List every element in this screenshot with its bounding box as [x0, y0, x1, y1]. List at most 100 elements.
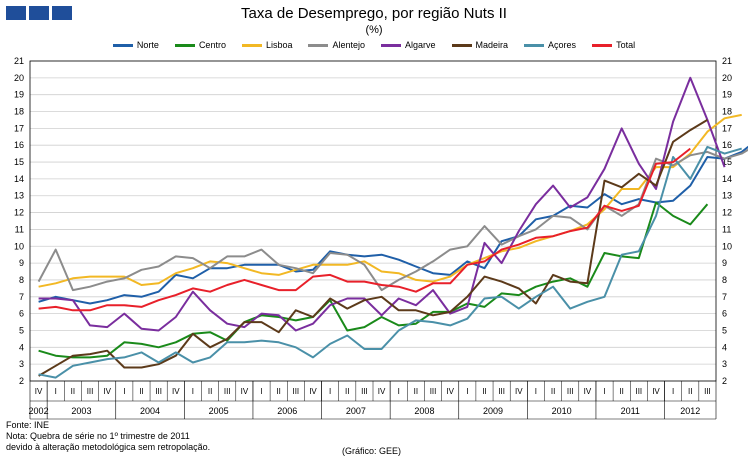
- y-tick-label-left: 17: [14, 123, 24, 133]
- legend-swatch: [381, 43, 402, 47]
- logo-block: [29, 6, 49, 20]
- x-tick-label-quarter: IV: [103, 387, 111, 396]
- x-tick-label-quarter: IV: [584, 387, 592, 396]
- y-tick-label-right: 15: [722, 157, 732, 167]
- legend-item: Açores: [524, 40, 576, 50]
- x-tick-label-year: 2012: [680, 406, 700, 416]
- y-tick-label-right: 6: [722, 309, 727, 319]
- legend-label: Total: [616, 40, 636, 50]
- x-tick-label-quarter: III: [635, 387, 642, 396]
- x-tick-label-quarter: I: [123, 387, 125, 396]
- x-tick-label-quarter: I: [603, 387, 605, 396]
- x-tick-label-quarter: III: [361, 387, 368, 396]
- x-tick-label-quarter: IV: [515, 387, 523, 396]
- legend-item: Centro: [174, 40, 226, 50]
- y-tick-label-left: 13: [14, 191, 24, 201]
- x-tick-label-quarter: II: [208, 387, 212, 396]
- x-tick-label-quarter: II: [619, 387, 623, 396]
- x-tick-label-year: 2002: [29, 406, 49, 416]
- y-tick-label-right: 18: [722, 107, 732, 117]
- x-tick-label-quarter: II: [688, 387, 692, 396]
- y-tick-label-right: 7: [722, 292, 727, 302]
- legend-item: Alentejo: [308, 40, 365, 50]
- x-tick-label-year: 2006: [277, 406, 297, 416]
- x-tick-label-quarter: I: [466, 387, 468, 396]
- y-tick-label-left: 15: [14, 157, 24, 167]
- legend-item: Norte: [112, 40, 159, 50]
- series-line-açores: [38, 145, 742, 379]
- logo-block: [6, 6, 26, 20]
- y-tick-label-right: 21: [722, 56, 732, 66]
- chart-legend: Norte Centro Lisboa Alentejo Algarve Madeira A…: [0, 40, 748, 50]
- y-tick-label-right: 13: [722, 191, 732, 201]
- x-tick-label-quarter: I: [398, 387, 400, 396]
- footer-credit: (Gráfico: GEE): [342, 446, 402, 456]
- footer-source: Fonte: INE: [6, 420, 50, 430]
- x-tick-label-year: 2011: [621, 406, 640, 416]
- y-tick-label-left: 19: [14, 90, 24, 100]
- y-tick-label-left: 20: [14, 73, 24, 83]
- x-tick-label-year: 2003: [71, 406, 91, 416]
- x-tick-label-quarter: I: [55, 387, 57, 396]
- x-tick-label-year: 2009: [483, 406, 503, 416]
- x-tick-label-quarter: III: [567, 387, 574, 396]
- x-tick-label-quarter: I: [535, 387, 537, 396]
- legend-label: Lisboa: [265, 40, 293, 50]
- legend-item: Total: [592, 40, 635, 50]
- x-tick-label-quarter: II: [71, 387, 75, 396]
- legend-label: Algarve: [405, 40, 436, 50]
- x-tick-label-year: 2004: [140, 406, 160, 416]
- x-tick-label-quarter: III: [224, 387, 231, 396]
- y-tick-label-right: 2: [722, 376, 727, 386]
- legend-swatch: [592, 43, 613, 47]
- x-tick-label-quarter: IV: [309, 387, 317, 396]
- x-tick-label-quarter: IV: [35, 387, 43, 396]
- y-tick-label-right: 8: [722, 275, 727, 285]
- series-line-algarve: [38, 76, 726, 332]
- x-tick-label-quarter: III: [704, 387, 711, 396]
- series-line-madeira: [38, 119, 708, 377]
- y-tick-label-left: 7: [19, 292, 24, 302]
- x-tick-label-quarter: IV: [241, 387, 249, 396]
- y-tick-label-right: 16: [722, 140, 732, 150]
- y-tick-label-right: 5: [722, 325, 727, 335]
- x-tick-label-quarter: III: [430, 387, 437, 396]
- x-tick-label-quarter: III: [292, 387, 299, 396]
- brand-logo: [6, 6, 72, 20]
- chart-subtitle: (%): [365, 24, 383, 36]
- y-tick-label-right: 12: [722, 208, 732, 218]
- x-tick-label-quarter: II: [482, 387, 486, 396]
- y-tick-label-left: 3: [19, 359, 24, 369]
- y-tick-label-left: 18: [14, 107, 24, 117]
- series-line-lisboa: [38, 113, 742, 288]
- legend-label: Alentejo: [332, 40, 366, 50]
- x-tick-label-year: 2005: [209, 406, 229, 416]
- legend-swatch: [451, 43, 472, 47]
- legend-swatch: [241, 43, 262, 47]
- x-tick-label-quarter: I: [329, 387, 331, 396]
- legend-swatch: [174, 43, 195, 47]
- y-tick-label-left: 6: [19, 309, 24, 319]
- y-tick-label-left: 4: [19, 342, 24, 352]
- legend-item: Madeira: [451, 40, 509, 50]
- y-tick-label-left: 2: [19, 376, 24, 386]
- legend-label: Madeira: [475, 40, 509, 50]
- y-tick-label-right: 19: [722, 90, 732, 100]
- y-tick-label-right: 10: [722, 241, 732, 251]
- y-tick-label-right: 4: [722, 342, 727, 352]
- chart-title: Taxa de Desemprego, por região Nuts II: [241, 5, 507, 22]
- x-tick-label-quarter: IV: [446, 387, 454, 396]
- x-tick-label-quarter: II: [345, 387, 349, 396]
- legend-item: Lisboa: [241, 40, 293, 50]
- footer-note-2: devido à alteração metodológica sem retr…: [6, 442, 211, 452]
- legend-label: Norte: [136, 40, 159, 50]
- x-tick-label-quarter: I: [672, 387, 674, 396]
- x-tick-label-quarter: IV: [172, 387, 180, 396]
- legend-label: Centro: [198, 40, 226, 50]
- legend-label: Açores: [548, 40, 577, 50]
- y-tick-label-left: 14: [14, 174, 24, 184]
- y-tick-label-left: 12: [14, 208, 24, 218]
- y-tick-label-left: 8: [19, 275, 24, 285]
- x-tick-label-quarter: IV: [652, 387, 660, 396]
